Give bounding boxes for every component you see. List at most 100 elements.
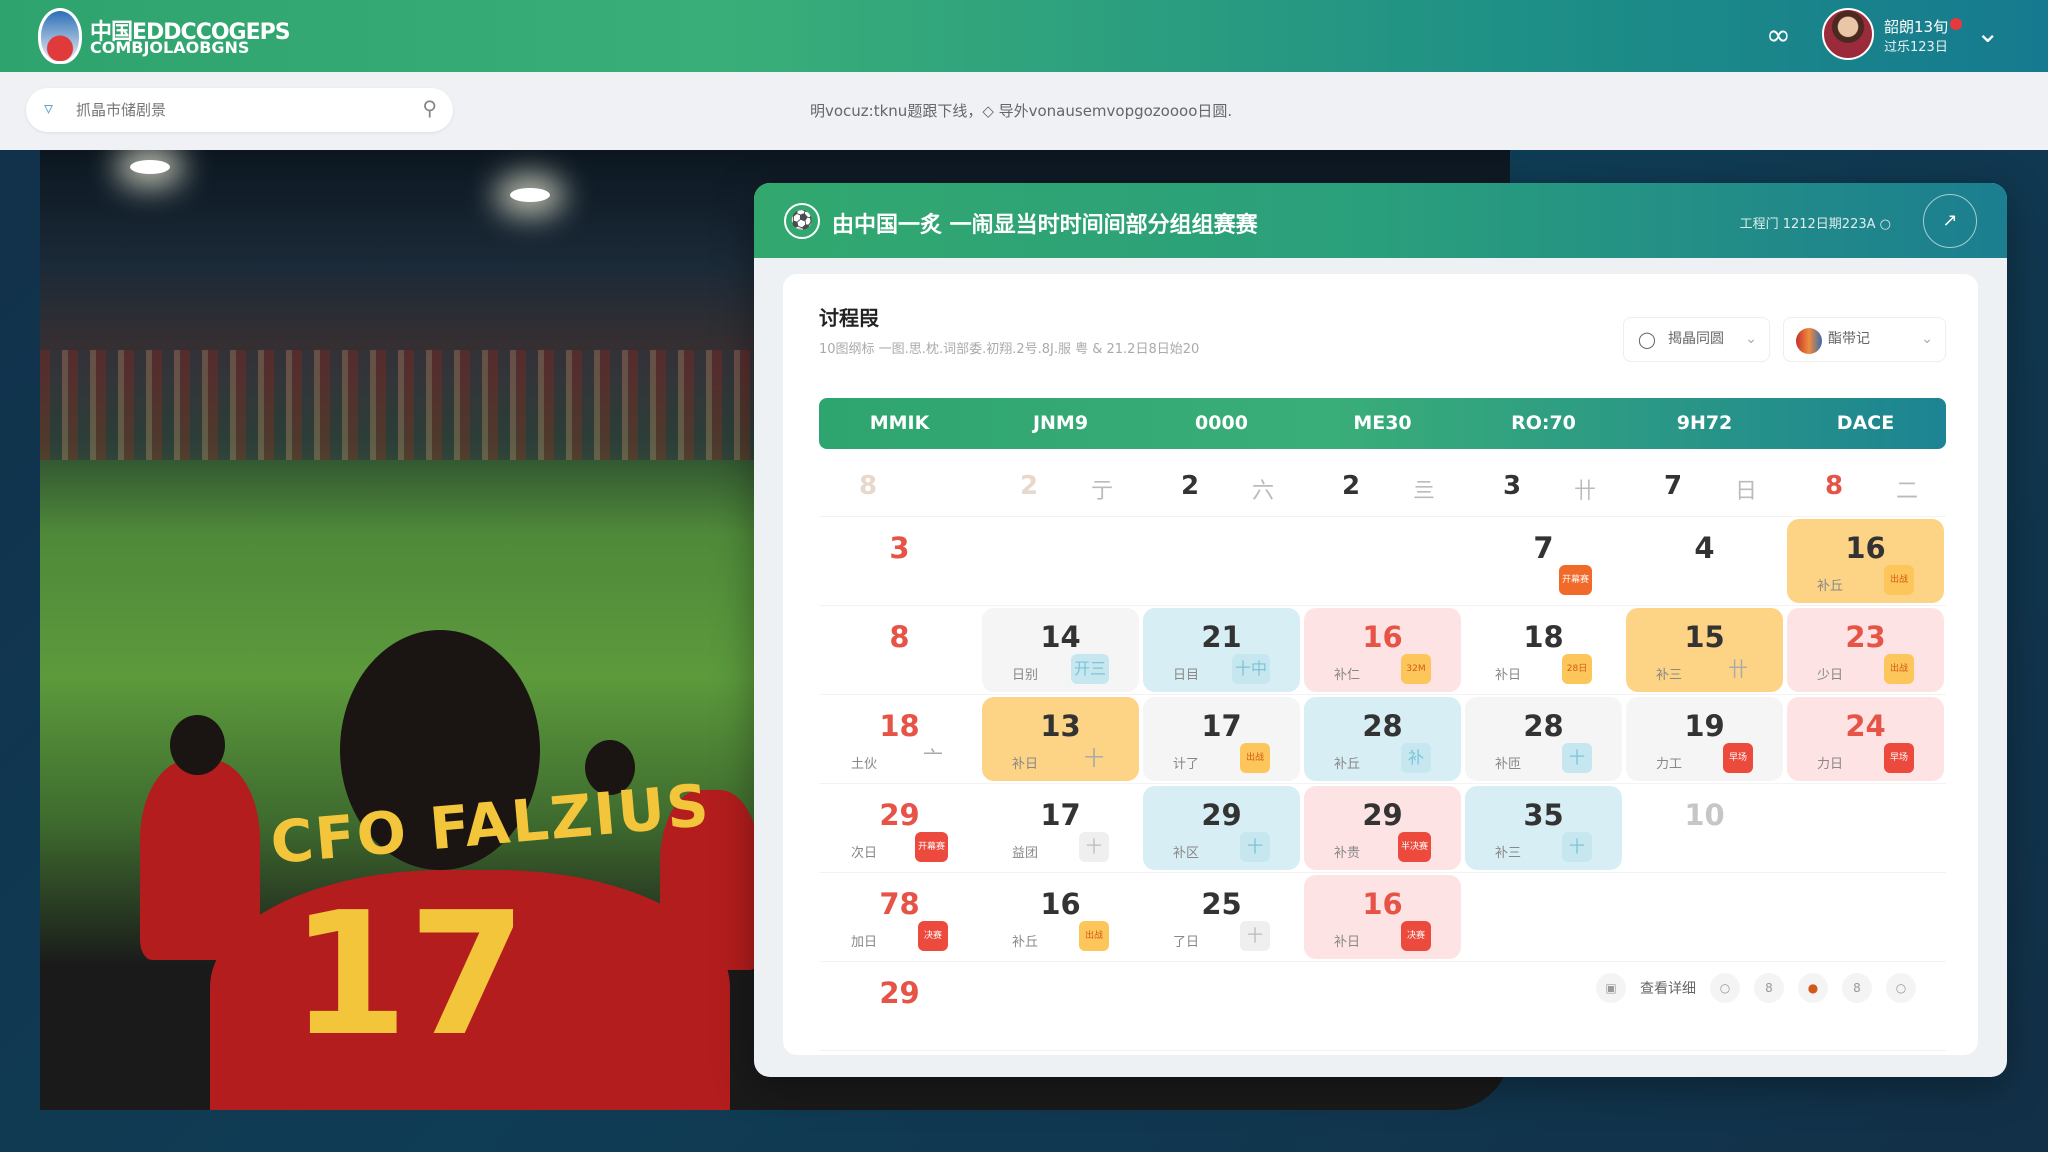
calendar-day[interactable]: 7 开幕赛 [1465,519,1622,603]
calendar-day[interactable]: 29 补区 十 [1143,786,1300,870]
day-number: 17 [1040,798,1081,832]
calendar-day[interactable]: 29 次日 开幕赛 [821,786,978,870]
calendar-day[interactable]: 8 [821,459,978,514]
calendar-row: 8 14 日别 开三 21 日目 十中 16 补仁 32M 18 补日 28日 15 补三 卄 23 少日 出战 [819,606,1946,695]
day-number: 2 [1342,471,1361,501]
match-tag: 十 [1240,832,1270,862]
pager-button[interactable]: ○ [1710,973,1740,1003]
day-number: 8 [889,620,910,654]
calendar-day[interactable]: 28 补丘 补 [1304,697,1461,781]
calendar-day[interactable]: 10 [1626,786,1783,870]
calendar-day[interactable]: 3 [821,519,978,603]
calendar-empty [1465,875,1622,959]
day-number: 10 [1684,798,1725,832]
calendar-day[interactable]: 18 补日 28日 [1465,608,1622,692]
match-info: 补仁 [1334,668,1361,683]
calendar-day[interactable]: 29 [821,964,978,1048]
day-number: 15 [1684,620,1725,654]
match-info: 力日 [1817,757,1844,772]
search-input[interactable] [76,96,376,124]
main-fan-body [210,870,730,1110]
calendar-day[interactable]: 78 加日 决赛 [821,875,978,959]
filter-label: 酯带记 [1828,331,1870,347]
calendar-day[interactable]: 17 益团 十 [982,786,1139,870]
calendar-day[interactable]: 35 补三 十 [1465,786,1622,870]
pager-button[interactable]: 8 [1754,973,1784,1003]
team-flag-icon [1796,328,1822,354]
calendar-day[interactable]: 13 补日 十 [982,697,1139,781]
fan [140,760,260,960]
calendar-day[interactable]: 14 日别 开三 [982,608,1139,692]
filter-dropdown-team[interactable]: 酯带记 ⌄ [1783,317,1946,362]
match-tag: 开幕赛 [914,832,948,862]
calendar-day[interactable]: 24 力日 早场 [1787,697,1944,781]
day-number: 18 [1523,620,1564,654]
calendar-icon: ▣ [1596,973,1626,1003]
calendar-day[interactable]: 17 计了 出战 [1143,697,1300,781]
calendar-empty [1143,519,1300,603]
football-icon: ⚽ [784,203,820,239]
calendar-day[interactable]: 15 补三 卄 [1626,608,1783,692]
chevron-down-icon[interactable]: ⌄ [1976,16,2000,49]
day-number: 2 [1181,471,1200,501]
view-details-link[interactable]: 查看详细 [1640,981,1696,997]
pager-button[interactable]: 8 [1842,973,1872,1003]
match-tag: 十 [1079,832,1109,862]
calendar-day[interactable]: 16 补丘 出战 [1787,519,1944,603]
match-tag: 出战 [1884,565,1914,595]
filter-dropdown-date[interactable]: ◯ 揭晶同圆 ⌄ [1623,317,1770,362]
day-number: 14 [1040,620,1081,654]
day-label: 日 [1734,479,1757,504]
avatar[interactable] [1822,8,1874,60]
match-tag: 早场 [1723,743,1753,773]
calendar-day[interactable]: 25 了日 十 [1143,875,1300,959]
calendar-day[interactable]: 4 [1626,519,1783,603]
calendar-empty [1143,964,1300,1048]
match-tag: 半决赛 [1397,832,1431,862]
calendar-day[interactable]: 21 日目 十中 [1143,608,1300,692]
calendar-day[interactable]: 29 补贵 半决赛 [1304,786,1461,870]
match-tag: 亠 [923,746,943,770]
day-number: 16 [1040,887,1081,921]
match-tag: 决赛 [1401,921,1431,951]
calendar-day[interactable]: 19 力工 早场 [1626,697,1783,781]
calendar-day[interactable]: 18 土伙 亠 [821,697,978,781]
jersey-number: 17 [290,876,527,1074]
calendar-day[interactable]: 16 补日 决赛 [1304,875,1461,959]
card-title: 讨程叚 [819,306,879,330]
calendar-day[interactable]: 16 补丘 出战 [982,875,1139,959]
calendar-empty [982,964,1139,1048]
calendar-row: 78 加日 决赛 16 补丘 出战 25 了日十 16 补日 决赛 [819,873,1946,962]
match-info: 计了 [1173,757,1200,772]
share-icon[interactable]: ↗ [1923,194,1977,248]
calendar-day[interactable]: 16 补仁 32M [1304,608,1461,692]
calendar-row: 29 次日 开幕赛 17 益团十 29 补区十 29 补贵 半决赛 35 补三十 10 [819,784,1946,873]
calendar-empty [1304,519,1461,603]
day-number: 13 [1040,709,1081,743]
day-number: 29 [1201,798,1242,832]
grid-icon[interactable]: ∞ [1766,18,1791,53]
day-number: 24 [1845,709,1886,743]
day-number: 23 [1845,620,1886,654]
day-number: 16 [1362,620,1403,654]
calendar-day[interactable]: 28 补匝 十 [1465,697,1622,781]
match-tag: 十 [1562,832,1592,862]
day-number: 2 [1020,471,1039,501]
search-icon[interactable]: ⚲ [422,96,437,120]
day-number: 28 [1362,709,1403,743]
user-name: 韶朗13旬 [1884,18,1949,36]
calendar-day[interactable]: 8 [821,608,978,692]
pager-button[interactable]: ● [1798,973,1828,1003]
panel-header: ⚽ 由中国一炙 一闹显当时时间间部分组组赛赛 工程门 1212日期223A ○ … [754,183,2007,258]
day-number: 29 [879,976,920,1010]
calendar-day[interactable]: 23 少日 出战 [1787,608,1944,692]
logo[interactable] [38,8,82,64]
search-box[interactable]: ▿ ⚲ [26,88,453,132]
pager-button[interactable]: ○ [1886,973,1916,1003]
